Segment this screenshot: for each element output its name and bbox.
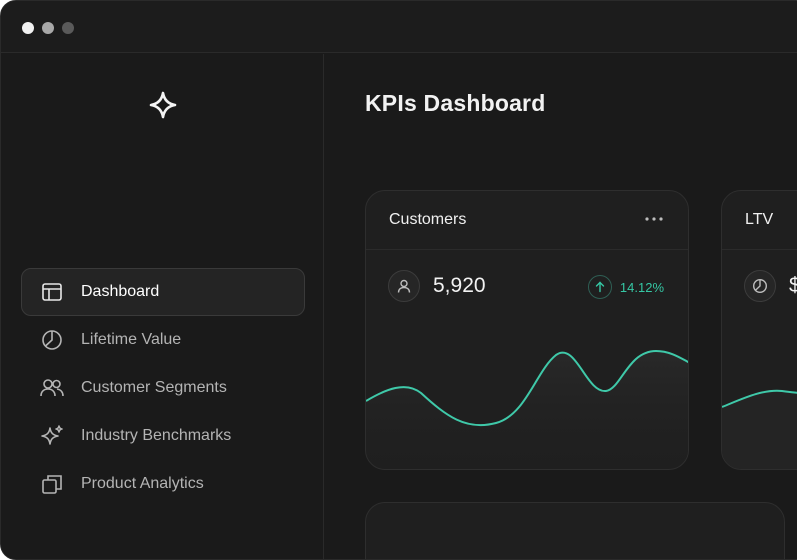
sidebar-item-lifetime-value[interactable]: Lifetime Value — [21, 316, 305, 364]
sidebar-item-label: Customer Segments — [81, 379, 227, 396]
sparkles-icon — [40, 424, 64, 448]
ltv-sparkline — [722, 389, 797, 469]
sidebar-item-label: Product Analytics — [81, 475, 204, 492]
trend-value: 14.12% — [619, 279, 664, 295]
sidebar-item-product-analytics[interactable]: Product Analytics — [21, 460, 305, 508]
customers-card[interactable]: Customers 5,920 — [365, 190, 689, 470]
close-button[interactable] — [22, 22, 34, 34]
card-title: LTV — [745, 211, 774, 228]
sidebar-item-dashboard[interactable]: Dashboard — [21, 268, 305, 316]
card-header: LTV — [722, 191, 797, 250]
minimize-button[interactable] — [42, 22, 54, 34]
zoom-button[interactable] — [62, 22, 74, 34]
layout-icon — [40, 280, 64, 304]
customers-sparkline — [366, 349, 688, 469]
sidebar-item-customer-segments[interactable]: Customer Segments — [21, 364, 305, 412]
page-title: KPIs Dashboard — [365, 90, 546, 116]
trend-badge: 14.12% — [587, 275, 664, 299]
sidebar-item-label: Industry Benchmarks — [81, 427, 232, 444]
metric-value: 5,920 — [433, 274, 486, 297]
sparkle-icon[interactable] — [149, 91, 177, 119]
card-header: Customers — [366, 191, 688, 250]
kpi-card-partial[interactable] — [365, 502, 785, 559]
more-options-icon[interactable] — [644, 211, 664, 227]
sidebar-item-industry-benchmarks[interactable]: Industry Benchmarks — [21, 412, 305, 460]
copy-icon — [40, 472, 64, 496]
sidebar-item-label: Lifetime Value — [81, 331, 182, 348]
title-bar — [1, 1, 797, 53]
pie-chart-icon — [40, 328, 64, 352]
user-icon — [388, 270, 420, 302]
main-content: KPIs Dashboard Customers 5,920 — [325, 54, 797, 559]
arrow-up-icon — [587, 275, 612, 299]
metric-value: $ — [789, 274, 797, 298]
card-title: Customers — [389, 211, 467, 228]
sidebar: Dashboard Lifetime Value Customer Se — [1, 54, 324, 559]
ltv-card[interactable]: LTV $ — [721, 190, 797, 470]
users-icon — [40, 376, 64, 400]
sidebar-item-label: Dashboard — [81, 283, 160, 300]
pie-chart-icon — [744, 270, 776, 302]
